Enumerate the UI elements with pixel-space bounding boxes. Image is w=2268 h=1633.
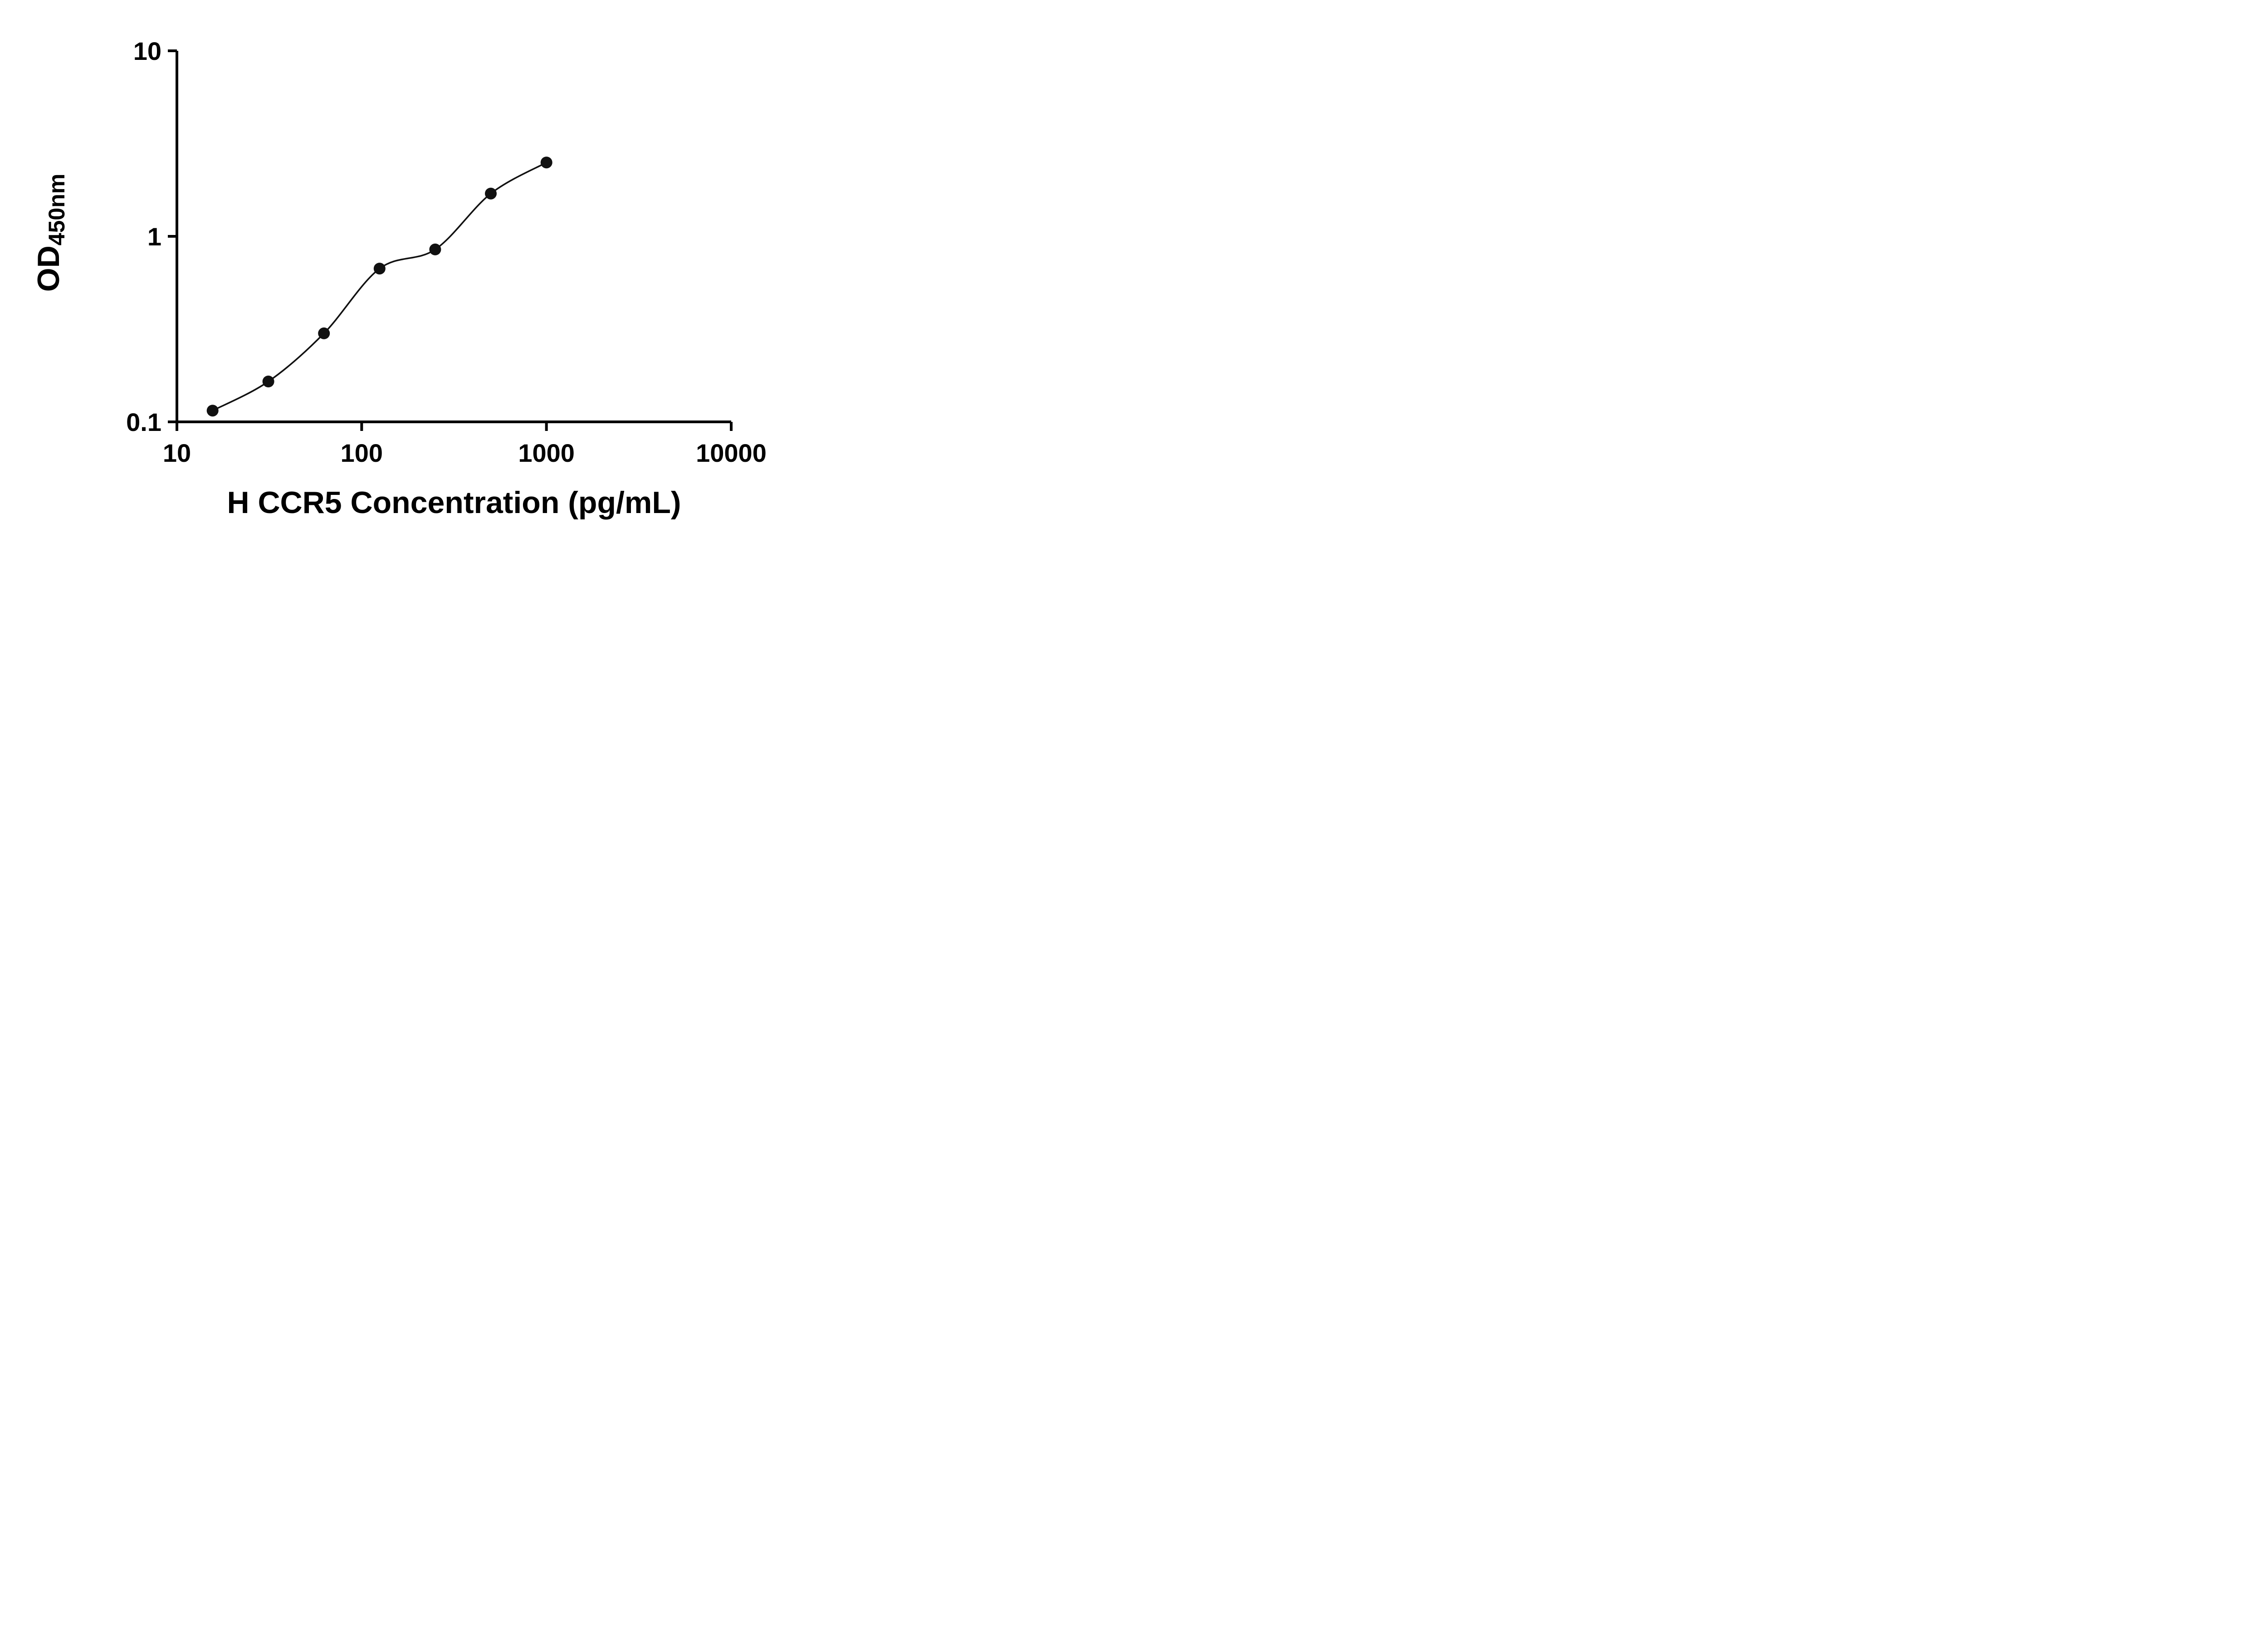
data-point: [262, 376, 274, 387]
data-point: [318, 327, 330, 339]
standard-curve-plot: 10 100 1000 10000 0.1 1 10: [126, 37, 767, 467]
x-tick-label: 10: [163, 439, 191, 467]
x-tick-label: 1000: [518, 439, 575, 467]
elisa-standard-curve-figure: 10 100 1000 10000 0.1 1 10 OD450nm H CCR5 Conc…: [0, 0, 804, 544]
data-point: [540, 156, 552, 169]
y-axis-label: OD450nm: [31, 173, 69, 292]
y-axis-label-main: OD: [31, 245, 66, 292]
x-axis-label: H CCR5 Concentration (pg/mL): [227, 485, 681, 520]
y-axis-label-subscript: 450nm: [44, 173, 69, 246]
y-tick-label: 0.1: [126, 408, 161, 436]
data-point: [485, 187, 497, 200]
y-tick-label: 1: [147, 222, 161, 251]
x-tick-label: 10000: [696, 439, 767, 467]
y-tick-label: 10: [133, 37, 161, 65]
x-tick-label: 100: [341, 439, 383, 467]
data-point: [206, 405, 219, 417]
data-point: [373, 263, 386, 275]
fit-curve: [212, 161, 547, 411]
data-point: [429, 243, 441, 255]
